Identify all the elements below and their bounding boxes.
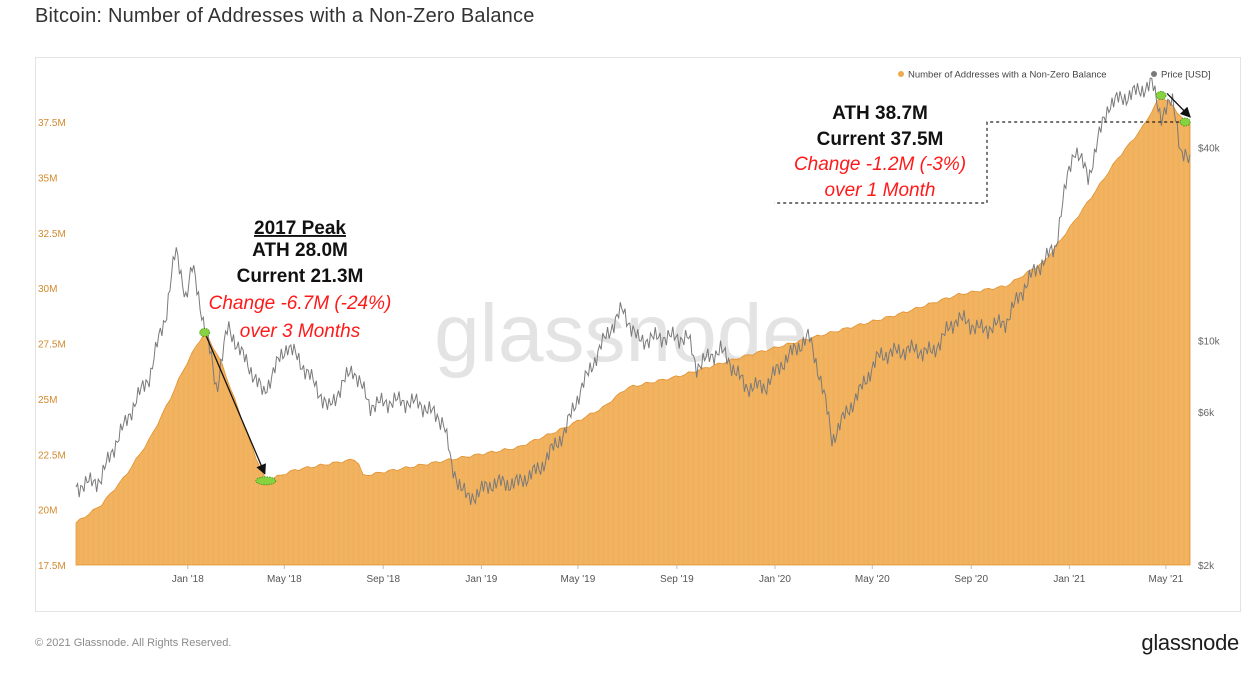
y-left-tick-label: 25M	[38, 395, 57, 406]
left-axis: 17.5M 20M 22.5M 25M 27.5M 30M 32.5M 35M 37.5M	[38, 118, 66, 572]
y-left-tick-label: 35M	[38, 173, 57, 184]
legend-swatch-addresses[interactable]	[898, 71, 904, 77]
y-right-tick-label: $40k	[1198, 144, 1221, 155]
ann-2017-period: over 3 Months	[240, 321, 361, 342]
area-bar-texture	[75, 91, 1187, 565]
peak-2021-marker	[1155, 91, 1167, 100]
price-line-layer	[75, 77, 1191, 506]
arrow-2021-drawdown	[1166, 92, 1191, 118]
x-axis: Jan '18 May '18 Sep '18 Jan '19 May '19 Sep '…	[172, 565, 1184, 585]
page-title: Bitcoin: Number of Addresses with a Non-…	[35, 5, 535, 27]
x-tick-label: Sep '19	[660, 574, 694, 585]
x-tick-label: Jan '19	[465, 574, 497, 585]
x-tick-label: Sep '18	[366, 574, 400, 585]
price-line	[75, 77, 1191, 506]
ann-2017-change: Change -6.7M (-24%)	[209, 293, 392, 314]
footer-copyright: © 2021 Glassnode. All Rights Reserved.	[35, 637, 232, 649]
ann-2021-current: Current 37.5M	[817, 129, 944, 150]
ann-2021-change: Change -1.2M (-3%)	[794, 154, 966, 175]
legend-label-price[interactable]: Price [USD]	[1161, 70, 1211, 81]
y-left-tick-label: 27.5M	[38, 340, 66, 351]
annotations: 2017 Peak ATH 28.0M Current 21.3M Change…	[199, 91, 1191, 486]
x-tick-label: May '21	[1149, 574, 1184, 585]
ann-2021-ath: ATH 38.7M	[832, 103, 928, 124]
y-right-tick-label: $6k	[1198, 408, 1215, 419]
x-tick-label: May '18	[267, 574, 302, 585]
current-2021-marker	[1179, 117, 1191, 127]
legend: Number of Addresses with a Non-Zero Bala…	[898, 70, 1211, 81]
x-tick-label: Jan '21	[1053, 574, 1085, 585]
chart-frame: glassnode 17.5M20M22.5M25M27.5M30M32.5M3…	[35, 57, 1241, 612]
y-left-tick-label: 30M	[38, 284, 57, 295]
x-tick-label: Jan '20	[759, 574, 791, 585]
y-left-tick-label: 20M	[38, 506, 57, 517]
y-left-tick-label: 37.5M	[38, 118, 66, 129]
y-right-tick-label: $2k	[1198, 561, 1215, 572]
x-tick-label: May '20	[855, 574, 890, 585]
x-tick-label: May '19	[561, 574, 596, 585]
ann-2021-period: over 1 Month	[825, 180, 936, 201]
y-left-tick-label: 22.5M	[38, 450, 66, 461]
ann-2017-current: Current 21.3M	[237, 266, 364, 287]
dashed-callout-2021	[774, 121, 1180, 204]
ann-2017-peak-label: 2017 Peak	[254, 218, 346, 239]
current-2017-marker	[255, 476, 277, 486]
x-tick-label: Jan '18	[172, 574, 204, 585]
footer-logo: glassnode	[1141, 630, 1239, 655]
y-left-tick-label: 17.5M	[38, 561, 66, 572]
right-axis: $2k $6k $10k $40k	[1198, 144, 1221, 572]
chart-svg: glassnode 17.5M20M22.5M25M27.5M30M32.5M3…	[38, 70, 1221, 586]
x-tick-label: Sep '20	[954, 574, 988, 585]
y-left-tick-label: 32.5M	[38, 229, 66, 240]
legend-label-addresses[interactable]: Number of Addresses with a Non-Zero Bala…	[908, 70, 1107, 81]
ann-2017-ath: ATH 28.0M	[252, 240, 348, 261]
y-right-tick-label: $10k	[1198, 337, 1221, 348]
arrow-2017-drawdown	[204, 332, 266, 475]
legend-swatch-price[interactable]	[1151, 71, 1157, 77]
peak-2017-marker	[199, 328, 211, 337]
